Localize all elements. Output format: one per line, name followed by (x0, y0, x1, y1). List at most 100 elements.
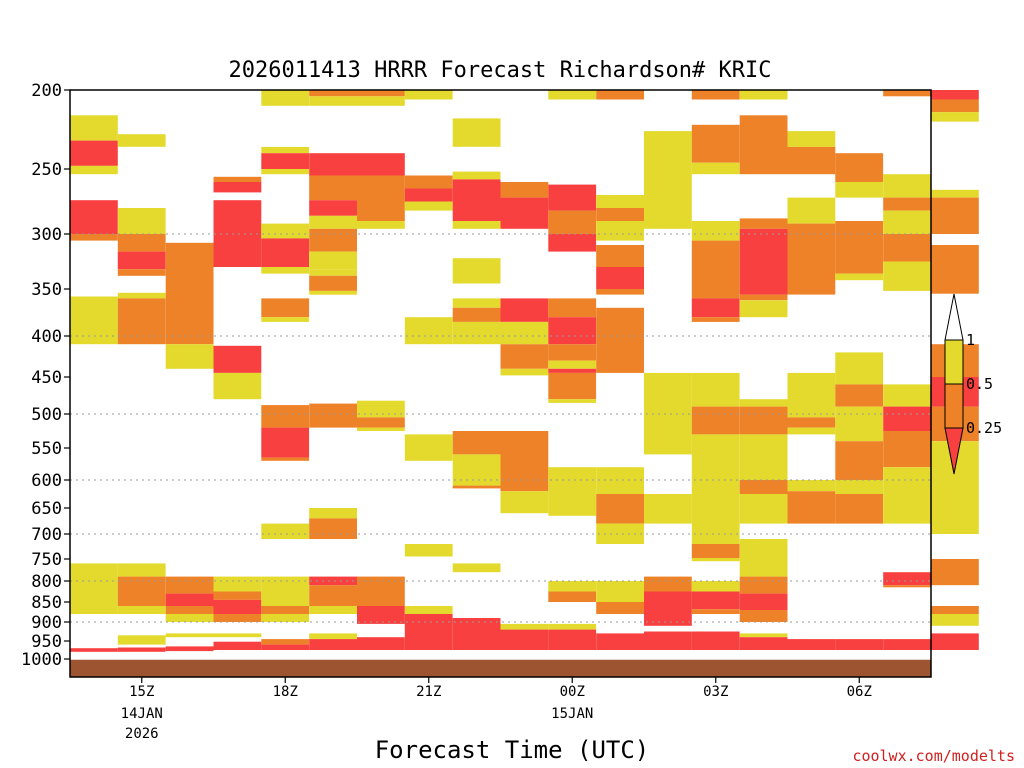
ri-cell (883, 90, 931, 97)
ri-cell (452, 221, 501, 229)
ri-cell (883, 406, 931, 431)
ri-cell (596, 289, 644, 295)
ri-cell (452, 171, 501, 180)
y-tick-label: 400 (31, 327, 62, 347)
ri-cell (596, 602, 644, 614)
ri-cell (739, 539, 788, 577)
plot-frame (69, 89, 932, 678)
ri-cell (404, 175, 453, 189)
ri-cell (309, 153, 357, 176)
ri-cell (596, 467, 644, 494)
ri-cell (644, 576, 692, 592)
x-axis: 15Z 14JAN 2026 18Z 21Z 00Z 15JAN 03Z 06Z (121, 677, 872, 742)
ri-cell (548, 623, 597, 630)
ri-cell (452, 618, 501, 650)
ri-cell (309, 200, 357, 216)
ri-cell (691, 162, 740, 175)
ri-cell (691, 609, 740, 614)
ri-cell (739, 300, 788, 318)
ri-cell (165, 646, 214, 652)
ri-cell (883, 197, 931, 211)
ri-cell (596, 267, 644, 289)
ri-cell (357, 427, 405, 431)
ri-cell (548, 344, 597, 361)
ri-cell (70, 140, 118, 166)
ri-cell (787, 417, 836, 428)
ri-cell (931, 633, 979, 650)
ri-cell (739, 294, 788, 301)
ri-cell (261, 639, 310, 645)
ri-cell (309, 96, 357, 106)
ri-cell (548, 317, 597, 345)
ri-cell (883, 585, 931, 588)
x-tick-label: 21Z (416, 684, 441, 700)
ri-cell (500, 629, 549, 650)
ri-cell (309, 269, 357, 276)
legend: 1 0.5 0.25 (944, 293, 1002, 475)
ground-layer (70, 658, 931, 677)
ri-cell (835, 639, 884, 650)
credit-text: coolwx.com/modelts (852, 747, 1015, 765)
ri-cell (548, 368, 597, 373)
y-tick-label: 750 (31, 550, 62, 570)
ri-cell (404, 317, 453, 345)
ri-cell (596, 208, 644, 221)
ri-cell (548, 184, 597, 211)
ri-cell (452, 179, 501, 208)
ri-cell (452, 454, 501, 486)
ri-cell (165, 606, 214, 614)
ri-cell (835, 182, 884, 198)
ri-cell (739, 115, 788, 175)
ri-cell (165, 242, 214, 345)
ri-cell (548, 629, 597, 650)
legend-swatch-yellow (944, 339, 964, 385)
ri-cell (739, 434, 788, 480)
ri-cell (739, 399, 788, 407)
ri-cell (261, 427, 310, 458)
ri-cell (931, 112, 979, 122)
ri-cell (739, 218, 788, 229)
ri-cell (548, 234, 597, 252)
y-tick-label: 650 (31, 499, 62, 519)
ri-cell (883, 431, 931, 468)
ri-cell (835, 441, 884, 480)
ri-cell (309, 576, 357, 586)
ri-cell (548, 360, 597, 369)
ri-cell (835, 494, 884, 524)
y-tick-label: 200 (31, 81, 62, 101)
ri-cell (883, 384, 931, 407)
legend-label: 0.5 (966, 375, 993, 393)
x-tick-label: 06Z (847, 684, 872, 700)
ri-cell (309, 585, 357, 606)
ri-cell (835, 406, 884, 442)
ri-cell (117, 647, 166, 652)
y-tick-label: 950 (31, 632, 62, 652)
ri-cell (691, 581, 740, 592)
ri-cell (596, 90, 644, 100)
ri-cell (596, 633, 644, 650)
y-tick-label: 1000 (21, 650, 62, 670)
ri-cell (117, 134, 166, 147)
y-tick-label: 250 (31, 160, 62, 180)
ri-cell (70, 234, 118, 241)
ri-cell (691, 631, 740, 650)
ri-cell (931, 189, 979, 198)
ri-cell (691, 90, 740, 100)
ri-cell (452, 485, 501, 489)
x-tick-label: 18Z (273, 684, 298, 700)
ri-cell (644, 591, 692, 606)
ri-cell (357, 637, 405, 650)
ri-cell (357, 153, 405, 176)
ri-cell (261, 614, 310, 622)
ri-cell (883, 174, 931, 198)
ri-cell (596, 581, 644, 602)
ri-cell (739, 637, 788, 650)
ri-cell (787, 639, 836, 650)
ri-cell (691, 124, 740, 163)
ri-cell (213, 633, 262, 638)
ri-cell (70, 165, 118, 175)
ri-cell (931, 90, 979, 100)
ri-cell (548, 372, 597, 400)
ri-cell (548, 298, 597, 318)
ri-cell (691, 544, 740, 558)
